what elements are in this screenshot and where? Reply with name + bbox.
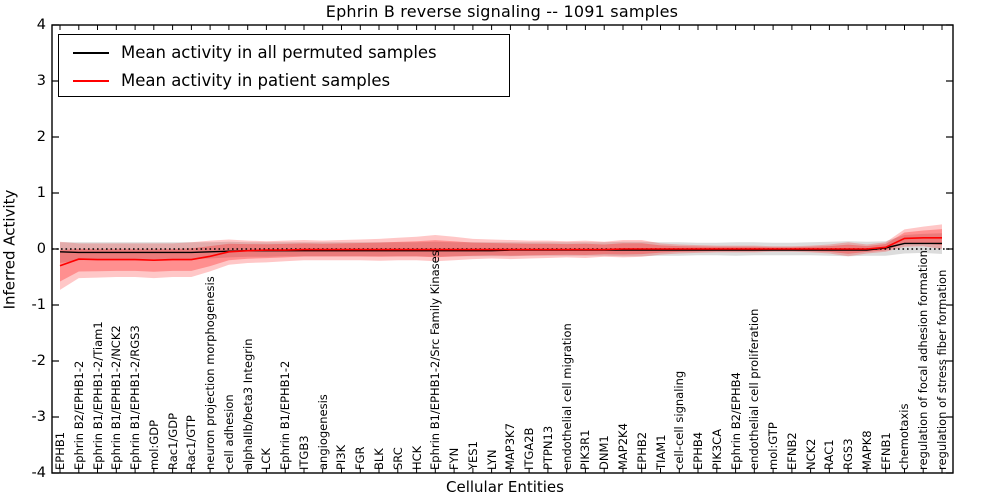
legend-label-permuted: Mean activity in all permuted samples bbox=[121, 43, 437, 62]
x-tick-label: MAPK8 bbox=[859, 430, 874, 470]
x-tick-label: mol:GDP bbox=[146, 419, 161, 470]
x-tick-label: Ephrin B2/EPHB1-2 bbox=[71, 360, 86, 470]
patient-line-sample-icon bbox=[73, 80, 109, 82]
permuted-band bbox=[60, 233, 942, 263]
x-tick-label: HCK bbox=[409, 445, 424, 470]
legend-label-patient: Mean activity in patient samples bbox=[121, 71, 391, 90]
x-tick-label: PI3K bbox=[334, 444, 349, 470]
y-tick-label: -3 bbox=[31, 408, 46, 425]
x-tick-label: endothelial cell proliferation bbox=[747, 308, 762, 470]
chart-frame bbox=[51, 24, 954, 474]
y-tick-label: 1 bbox=[36, 184, 46, 201]
permuted-line-sample-icon bbox=[73, 52, 109, 54]
x-tick-label: chemotaxis bbox=[897, 403, 912, 470]
x-tick-label: LCK bbox=[259, 448, 274, 470]
x-tick-label: MAP2K4 bbox=[615, 423, 630, 470]
chart-title: Ephrin B reverse signaling -- 1091 sampl… bbox=[325, 2, 679, 21]
x-tick-label: Ephrin B1/EPHB1-2/Tiam1 bbox=[90, 321, 105, 470]
x-tick-label: PIK3R1 bbox=[578, 429, 593, 471]
x-tick-label: YES1 bbox=[465, 441, 480, 470]
x-tick-label: cell adhesion bbox=[221, 394, 236, 470]
x-tick-label: MAP3K7 bbox=[503, 423, 518, 470]
x-axis-label: Cellular Entities bbox=[446, 478, 564, 496]
x-tick-label: BLK bbox=[372, 448, 387, 470]
y-tick-label: 3 bbox=[36, 72, 46, 89]
legend-item-permuted: Mean activity in all permuted samples bbox=[59, 41, 509, 65]
x-tick-label: SRC bbox=[390, 447, 405, 470]
y-tick-label: -4 bbox=[31, 464, 46, 481]
patient-band-inner bbox=[60, 229, 942, 282]
x-tick-label: EFNB2 bbox=[784, 432, 799, 470]
x-tick-label: FYN bbox=[447, 447, 462, 470]
x-tick-label: cell-cell signaling bbox=[672, 370, 687, 470]
x-tick-label: TIAM1 bbox=[653, 434, 668, 470]
x-tick-label: Rac1/GDP bbox=[165, 412, 180, 470]
x-tick-label: Ephrin B1/EPHB1-2/Src Family Kinases bbox=[428, 250, 443, 470]
y-tick-label: 2 bbox=[36, 128, 46, 145]
x-tick-label: Rac1/GTP bbox=[184, 415, 199, 470]
legend: Mean activity in all permuted samples Me… bbox=[58, 34, 510, 97]
x-tick-label: EPHB1 bbox=[53, 431, 67, 470]
x-tick-label: ITGB3 bbox=[296, 435, 311, 470]
legend-item-patient: Mean activity in patient samples bbox=[59, 69, 509, 93]
y-tick-label: 0 bbox=[36, 240, 46, 257]
x-tick-label: PTPN13 bbox=[540, 425, 555, 470]
x-tick-label: ITGA2B bbox=[522, 427, 537, 470]
x-tick-label: DNM1 bbox=[597, 435, 612, 470]
x-tick-label: neuron projection morphogenesis bbox=[203, 276, 218, 470]
x-tick-label: angiogenesis bbox=[315, 394, 330, 470]
x-tick-label: Ephrin B1/EPHB1-2/RGS3 bbox=[128, 325, 143, 470]
x-tick-label: alphaIIb/beta3 Integrin bbox=[240, 338, 255, 470]
x-tick-label: Ephrin B2/EPHB4 bbox=[728, 372, 743, 470]
x-tick-label: Ephrin B1/EPHB1-2/NCK2 bbox=[109, 325, 124, 470]
y-tick-label: -1 bbox=[31, 296, 46, 313]
x-tick-label: Ephrin B1/EPHB1-2 bbox=[278, 360, 293, 470]
patient-band-outer bbox=[60, 224, 942, 290]
x-tick-label: RGS3 bbox=[841, 438, 856, 470]
x-tick-label: PIK3CA bbox=[709, 428, 724, 470]
patient-line bbox=[59, 237, 942, 267]
x-tick-label: LYN bbox=[484, 449, 499, 470]
x-tick-label: mol:GTP bbox=[766, 422, 781, 470]
x-tick-label: regulation of stress fiber formation bbox=[935, 269, 949, 470]
x-tick-label: NCK2 bbox=[803, 438, 818, 471]
x-tick-label: EPHB2 bbox=[634, 431, 649, 470]
x-tick-label: regulation of focal adhesion formation bbox=[916, 250, 931, 470]
x-tick-label: EFNB1 bbox=[878, 432, 893, 470]
x-tick-label: EPHB4 bbox=[691, 431, 706, 470]
x-tick-label: RAC1 bbox=[822, 439, 837, 470]
y-tick-label: 4 bbox=[36, 16, 46, 33]
x-tick-label: FGR bbox=[353, 446, 368, 470]
x-tick-label: endothelial cell migration bbox=[559, 323, 574, 470]
y-tick-label: -2 bbox=[31, 352, 46, 369]
